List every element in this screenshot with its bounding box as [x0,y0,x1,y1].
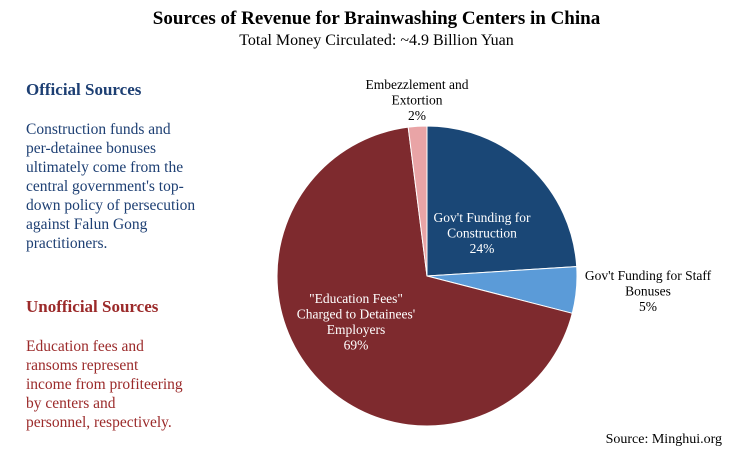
slice-label: Employers [327,322,386,337]
slice-value-label: 2% [408,108,426,123]
slice-label: Gov't Funding for [434,210,531,225]
unofficial-line: income from profiteering [26,376,183,393]
slice-value-label: 24% [470,241,495,256]
chart-title: Sources of Revenue for Brainwashing Cent… [152,8,601,29]
official-sources-text: Construction funds and per-detainee bonu… [26,120,236,253]
unofficial-line: ransoms represent [26,357,139,374]
slice-value-label: 69% [344,338,369,353]
official-line: against Falun Gong [26,216,148,233]
slice-label: Construction [447,226,517,241]
official-line: practitioners. [26,235,108,252]
unofficial-line: Education fees and [26,338,144,355]
chart-subtitle: Total Money Circulated: ~4.9 Billion Yua… [239,32,514,49]
official-line: per-detainee bonuses [26,140,157,157]
unofficial-line: by centers and [26,395,116,412]
official-sources-heading: Official Sources [26,80,142,99]
official-line: down policy of persecution [26,197,196,214]
slice-label: Charged to Detainees' [297,307,415,322]
slice-label: Bonuses [625,284,671,299]
pie-slice [276,126,573,427]
source-note: Source: Minghui.org [605,432,722,447]
slice-value-label: 5% [639,299,657,314]
slice-label: Extortion [392,93,443,108]
unofficial-sources-heading: Unofficial Sources [26,297,159,316]
unofficial-line: personnel, respectively. [26,414,172,431]
slice-label: Gov't Funding for Staff [585,268,712,283]
slice-label: "Education Fees" [309,291,403,306]
official-line: Construction funds and [26,121,171,138]
pie-slice [407,125,428,277]
official-line: central government's top- [26,178,184,195]
unofficial-sources-text: Education fees and ransoms represent inc… [26,337,236,432]
pie-slice [426,125,578,277]
slice-label: Embezzlement and [365,77,468,92]
official-line: ultimately come from the [26,159,184,176]
